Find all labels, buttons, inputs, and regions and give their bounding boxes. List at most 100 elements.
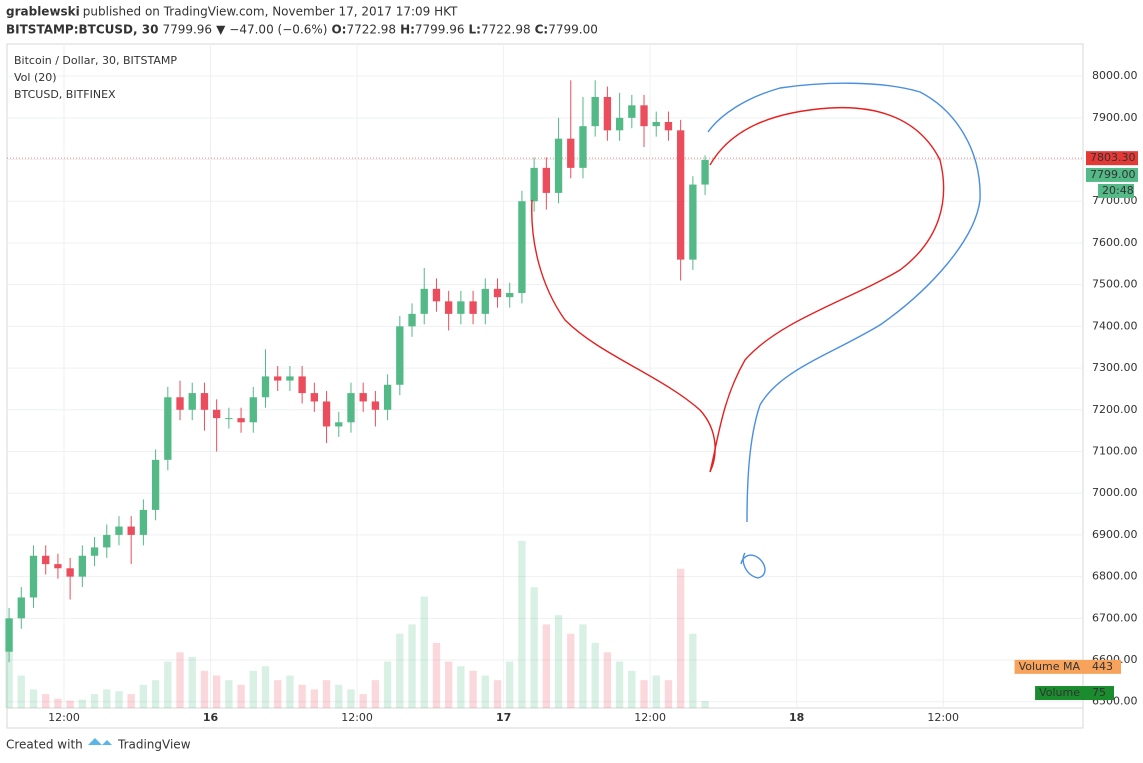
candle-body (591, 96, 599, 127)
author[interactable]: grablewski (6, 5, 80, 19)
volume-bar (676, 568, 685, 708)
candle-body (359, 393, 367, 402)
volume-bar (432, 642, 441, 708)
y-tick-label: 7500.00 (1092, 278, 1138, 291)
candle-body (408, 313, 416, 327)
ohlc-value: 7799.96 (415, 23, 465, 37)
volume-bar (103, 689, 111, 708)
volume-bar (506, 661, 514, 708)
candle-body (274, 376, 282, 381)
volume-bar (310, 689, 319, 708)
candle-body (176, 397, 184, 410)
x-tick-label: 12:00 (341, 711, 373, 724)
volume-bar (689, 633, 697, 708)
candle-body (457, 301, 465, 314)
candle-body (579, 126, 587, 168)
candle-body (103, 534, 111, 548)
volume-badge-value: 75 (1092, 686, 1106, 699)
candle-body (506, 293, 514, 298)
published: published on TradingView.com, November 1… (83, 5, 458, 19)
y-tick-label: 7400.00 (1092, 319, 1138, 332)
volume-bar (176, 652, 184, 708)
ohlc-label: H: (400, 23, 415, 37)
volume-bar (66, 700, 74, 708)
volume-bar (274, 680, 282, 708)
y-tick-label: 6700.00 (1092, 611, 1138, 624)
candle-body (628, 105, 636, 118)
y-tick-label: 8000.00 (1092, 69, 1138, 82)
price-badge (1086, 151, 1138, 166)
volume-bar (237, 684, 245, 708)
ohlc-value: 7722.98 (481, 23, 531, 37)
symbol-line: BITSTAMP:BTCUSD, 30 7799.96 ▼ −47.00 (−0.6%… (6, 23, 598, 37)
volume-badge (1014, 659, 1121, 674)
y-tick-label: 7300.00 (1092, 361, 1138, 374)
y-tick-label: 6900.00 (1092, 528, 1138, 541)
candle-body (42, 555, 50, 565)
candle-body (188, 393, 196, 410)
volume-bar (90, 694, 99, 708)
volume-bar (249, 670, 257, 708)
volume-bar (286, 675, 294, 708)
candle-body (151, 459, 160, 510)
candle-body (493, 288, 502, 298)
volume-bar (481, 675, 489, 708)
candle-body (286, 376, 294, 381)
volume-bar (298, 684, 306, 708)
candle-body (603, 96, 612, 131)
ohlc-label: C: (535, 23, 549, 37)
volume-bar (200, 670, 209, 708)
candle-body (469, 301, 477, 314)
legend-entry: BTCUSD, BITFINEX (14, 88, 116, 101)
price-badge-label: 7803.30 (1090, 151, 1136, 164)
candle-body (615, 117, 624, 131)
y-tick-label: 7200.00 (1092, 403, 1138, 416)
volume-bar (603, 652, 612, 708)
volume-bar (151, 680, 160, 708)
volume-bar (408, 624, 416, 708)
x-tick-label: 17 (496, 711, 511, 724)
candle-body (701, 159, 709, 185)
candles (5, 80, 709, 663)
candle-body (530, 167, 538, 202)
volume-bar (17, 675, 25, 708)
volume-bar (652, 675, 660, 708)
tradingview-logo (88, 738, 112, 745)
candle-body (347, 393, 355, 423)
volume-bar (420, 596, 428, 708)
candle-body (139, 509, 148, 535)
ohlc-value: 7799.00 (548, 23, 598, 37)
volume-bar (701, 701, 709, 708)
candle-body (420, 288, 428, 314)
candle-body (17, 597, 25, 619)
volume (5, 540, 709, 708)
candle-body (261, 376, 270, 398)
drawing-blue-loop (740, 552, 766, 579)
volume-bar (444, 661, 453, 708)
ohlc-label: L: (469, 23, 481, 37)
candle-body (66, 568, 74, 577)
candle-body (164, 397, 172, 460)
footer-created: Created with (6, 738, 83, 752)
volume-bar (54, 698, 62, 708)
y-tick-label: 6800.00 (1092, 570, 1138, 583)
volume-bar (383, 661, 392, 708)
volume-bar (579, 624, 587, 708)
volume-bar (5, 647, 13, 708)
volume-bar (212, 675, 221, 708)
last-price: 7799.96 (162, 23, 212, 37)
drawing-red-left (531, 199, 716, 473)
drawing-blue (707, 82, 981, 523)
volume-bar (530, 587, 538, 708)
y-tick-label: 7000.00 (1092, 486, 1138, 499)
candle-body (676, 130, 685, 260)
footer-brand[interactable]: TradingView (117, 738, 191, 752)
candle-body (212, 409, 221, 419)
volume-badge (1035, 686, 1114, 701)
volume-bar (225, 680, 233, 708)
change: −47.00 (−0.6%) (229, 23, 327, 37)
volume-bar (139, 684, 148, 708)
y-tick-label: 7900.00 (1092, 111, 1138, 124)
volume-bar (664, 680, 673, 708)
y-tick-label: 7100.00 (1092, 444, 1138, 457)
